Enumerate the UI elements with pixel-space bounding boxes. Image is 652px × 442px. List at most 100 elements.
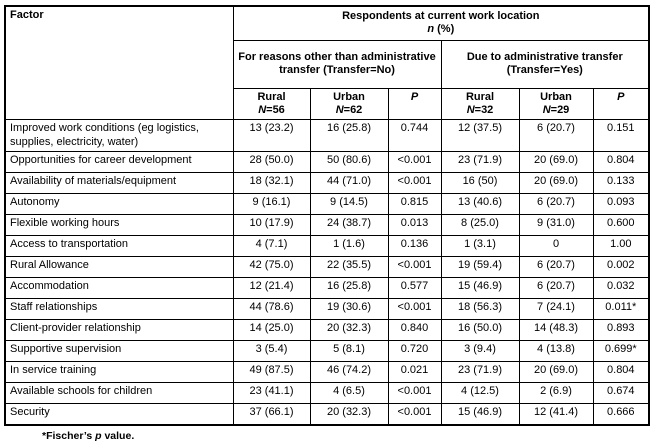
value-cell: <0.001 bbox=[387, 382, 442, 405]
col-location-label: Urban bbox=[333, 90, 365, 103]
value-cell: 4 (12.5) bbox=[440, 382, 520, 405]
value-cell: 50 (80.6) bbox=[309, 151, 389, 174]
group-header-transfer-yes: Due to administrative transfer (Transfer… bbox=[440, 39, 650, 89]
factor-column-header: Factor bbox=[4, 5, 234, 121]
value-cell: 0.804 bbox=[592, 151, 650, 174]
value-cell: 6 (20.7) bbox=[518, 256, 594, 279]
value-cell: 0.600 bbox=[592, 214, 650, 237]
p-symbol: P bbox=[410, 90, 419, 103]
value-cell: 4 (13.8) bbox=[518, 340, 594, 363]
value-cell: 12 (41.4) bbox=[518, 403, 594, 426]
value-cell: 18 (56.3) bbox=[440, 298, 520, 321]
value-cell: 0.674 bbox=[592, 382, 650, 405]
factor-cell: Flexible working hours bbox=[4, 214, 234, 237]
factor-cell: Availability of materials/equipment bbox=[4, 172, 234, 195]
value-cell: 0 bbox=[518, 235, 594, 258]
p-symbol: P bbox=[617, 90, 625, 103]
value-cell: 0.893 bbox=[592, 319, 650, 342]
value-cell: 9 (16.1) bbox=[232, 193, 311, 216]
col-location-label: Rural bbox=[257, 90, 286, 103]
p-symbol: p bbox=[95, 429, 102, 442]
value-cell: 12 (21.4) bbox=[232, 277, 311, 300]
factor-cell: Security bbox=[4, 403, 234, 426]
value-cell: 13 (23.2) bbox=[232, 119, 311, 153]
footnote-text: value. bbox=[101, 429, 135, 442]
value-cell: 44 (78.6) bbox=[232, 298, 311, 321]
value-cell: 0.151 bbox=[592, 119, 650, 153]
value-cell: 0.720 bbox=[387, 340, 442, 363]
table-row: Autonomy 9 (16.1) 9 (14.5) 0.815 13 (40.6) 6 … bbox=[4, 193, 650, 216]
table-row: Access to transportation 4 (7.1) 1 (1.6) 0.… bbox=[4, 235, 650, 258]
value-cell: 1.00 bbox=[592, 235, 650, 258]
value-cell: 6 (20.7) bbox=[518, 193, 594, 216]
group-header-transfer-no: For reasons other than administrative tr… bbox=[232, 39, 442, 89]
value-cell: 0.021 bbox=[387, 361, 442, 384]
n-count: =56 bbox=[266, 103, 285, 116]
footnote-text: *Fischer’s bbox=[42, 429, 96, 442]
value-cell: 20 (69.0) bbox=[518, 151, 594, 174]
value-cell: 12 (37.5) bbox=[440, 119, 520, 153]
table-row: Improved work conditions (eg logistics, … bbox=[4, 119, 650, 153]
table-row: Availability of materials/equipment 18 (3… bbox=[4, 172, 650, 195]
table-row: Security 37 (66.1) 20 (32.3) <0.001 15 (46.9… bbox=[4, 403, 650, 426]
col-header-rural-no: Rural N=56 bbox=[232, 87, 311, 121]
value-cell: 28 (50.0) bbox=[232, 151, 311, 174]
value-cell: <0.001 bbox=[387, 298, 442, 321]
value-cell: 0.011* bbox=[592, 298, 650, 321]
value-cell: 24 (38.7) bbox=[309, 214, 389, 237]
value-cell: 7 (24.1) bbox=[518, 298, 594, 321]
value-cell: 44 (71.0) bbox=[309, 172, 389, 195]
factor-cell: Supportive supervision bbox=[4, 340, 234, 363]
value-cell: 3 (5.4) bbox=[232, 340, 311, 363]
table-body: Improved work conditions (eg logistics, … bbox=[4, 119, 650, 426]
header-row-groups: For reasons other than administrative tr… bbox=[5, 39, 650, 89]
value-cell: 18 (32.1) bbox=[232, 172, 311, 195]
value-cell: <0.001 bbox=[387, 256, 442, 279]
value-cell: 23 (41.1) bbox=[232, 382, 311, 405]
table-row: Staff relationships 44 (78.6) 19 (30.6) <0.… bbox=[4, 298, 650, 321]
factor-cell: Available schools for children bbox=[4, 382, 234, 405]
n-symbol: n bbox=[427, 23, 435, 36]
n-symbol: N bbox=[258, 103, 267, 116]
n-symbol: N bbox=[466, 103, 475, 116]
col-header-p-no: P bbox=[387, 87, 442, 121]
value-cell: <0.001 bbox=[387, 403, 442, 426]
factor-cell: Autonomy bbox=[4, 193, 234, 216]
value-cell: 16 (25.8) bbox=[309, 119, 389, 153]
value-cell: 0.666 bbox=[592, 403, 650, 426]
footnote: *Fischer’s p value. bbox=[42, 430, 648, 442]
table-row: Accommodation 12 (21.4) 16 (25.8) 0.577 15 (… bbox=[4, 277, 650, 300]
value-cell: 9 (31.0) bbox=[518, 214, 594, 237]
value-cell: 14 (48.3) bbox=[518, 319, 594, 342]
value-cell: 23 (71.9) bbox=[440, 361, 520, 384]
n-symbol: N bbox=[335, 103, 344, 116]
value-cell: 0.840 bbox=[387, 319, 442, 342]
factor-cell: Client-provider relationship bbox=[4, 319, 234, 342]
value-cell: 0.133 bbox=[592, 172, 650, 195]
value-cell: 3 (9.4) bbox=[440, 340, 520, 363]
value-cell: <0.001 bbox=[387, 172, 442, 195]
value-cell: 14 (25.0) bbox=[232, 319, 311, 342]
table-row: Supportive supervision 3 (5.4) 5 (8.1) 0.72… bbox=[4, 340, 650, 363]
value-cell: 16 (25.8) bbox=[309, 277, 389, 300]
value-cell: 49 (87.5) bbox=[232, 361, 311, 384]
value-cell: 0.744 bbox=[387, 119, 442, 153]
value-cell: 13 (40.6) bbox=[440, 193, 520, 216]
value-cell: 23 (71.9) bbox=[440, 151, 520, 174]
value-cell: 19 (59.4) bbox=[440, 256, 520, 279]
n-percent-label: (%) bbox=[434, 23, 455, 36]
value-cell: 0.577 bbox=[387, 277, 442, 300]
col-header-p-yes: P bbox=[592, 87, 650, 121]
value-cell: 0.815 bbox=[387, 193, 442, 216]
factor-cell: Access to transportation bbox=[4, 235, 234, 258]
value-cell: 15 (46.9) bbox=[440, 403, 520, 426]
value-cell: 6 (20.7) bbox=[518, 119, 594, 153]
table-row: Rural Allowance 42 (75.0) 22 (35.5) <0.001 1… bbox=[4, 256, 650, 279]
value-cell: 20 (32.3) bbox=[309, 319, 389, 342]
value-cell: 6 (20.7) bbox=[518, 277, 594, 300]
value-cell: 0.002 bbox=[592, 256, 650, 279]
value-cell: 20 (69.0) bbox=[518, 172, 594, 195]
n-count: =62 bbox=[343, 103, 363, 116]
col-location-label: Rural bbox=[465, 90, 495, 103]
value-cell: 37 (66.1) bbox=[232, 403, 311, 426]
